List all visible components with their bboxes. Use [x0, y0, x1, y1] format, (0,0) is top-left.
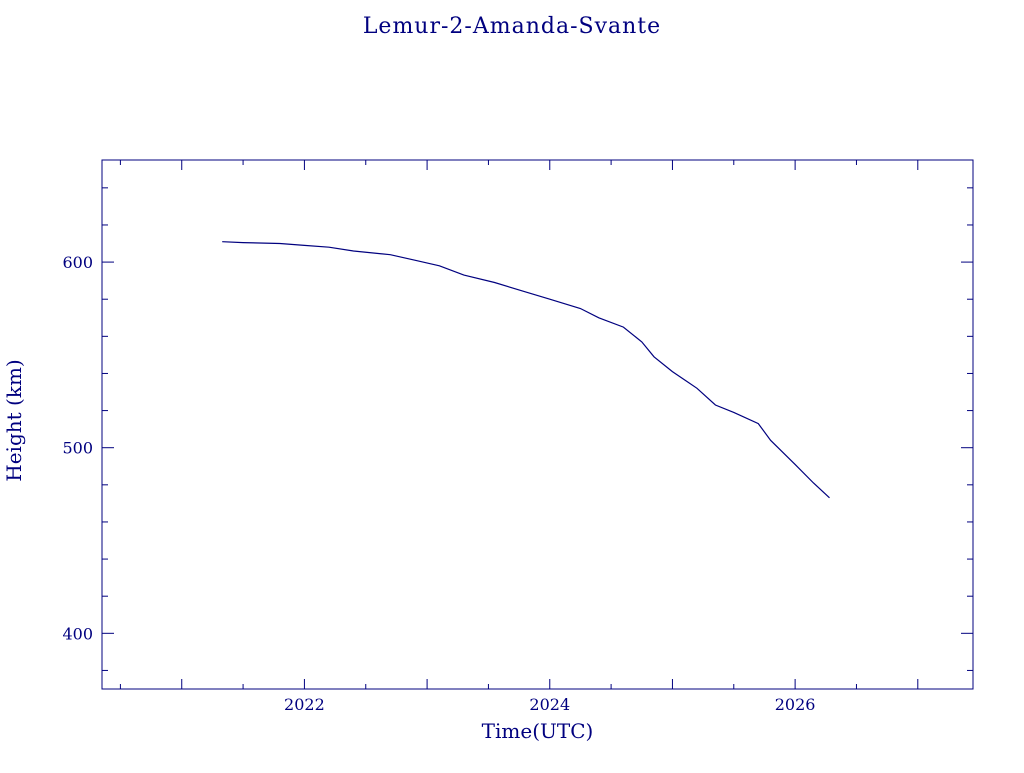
y-tick-label: 600 [62, 253, 93, 272]
x-tick-label: 2026 [775, 695, 816, 714]
y-tick-label: 500 [62, 439, 93, 458]
plot-frame [101, 159, 974, 690]
x-tick-label: 2022 [284, 695, 325, 714]
chart-title: Lemur-2-Amanda-Svante [362, 14, 662, 39]
y-axis-label: Height (km) [2, 359, 26, 481]
x-tick-label: 2024 [529, 695, 570, 714]
x-axis-label: Time(UTC) [482, 719, 594, 743]
y-tick-label: 400 [62, 624, 93, 643]
series-line [222, 241, 830, 499]
